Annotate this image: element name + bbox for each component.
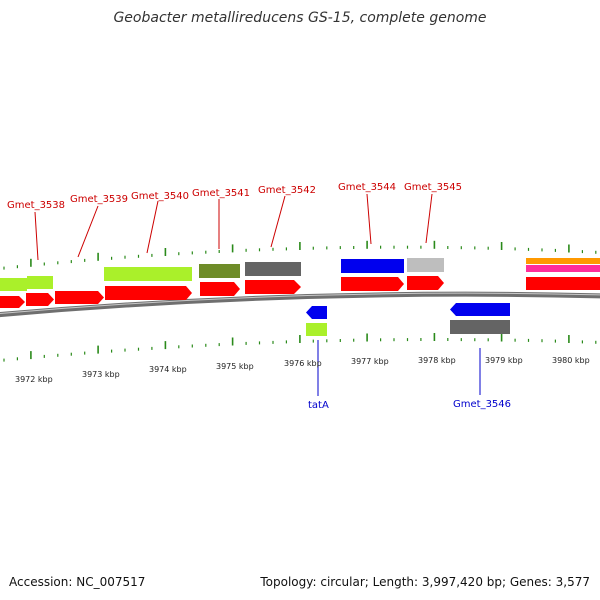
gene-label-gmet-3544[interactable]: Gmet_3544 bbox=[338, 182, 396, 193]
gene-feature-blue[interactable] bbox=[341, 259, 404, 273]
scale-label: 3974 kbp bbox=[149, 365, 187, 374]
map-title: Geobacter metallireducens GS-15, complet… bbox=[113, 10, 486, 26]
gene-label-gmet-3542[interactable]: Gmet_3542 bbox=[258, 185, 316, 196]
reverse-ticks bbox=[3, 333, 597, 362]
gene-label-gmet-3541[interactable]: Gmet_3541 bbox=[192, 188, 250, 199]
gene-label-gmet-3538[interactable]: Gmet_3538 bbox=[7, 200, 65, 211]
cds-arrow-forward[interactable] bbox=[55, 291, 104, 304]
scale-labels: 3972 kbp 3973 kbp 3974 kbp 3975 kbp 3976… bbox=[15, 356, 590, 384]
forward-ticks bbox=[3, 240, 597, 270]
label-leader-line bbox=[366, 193, 372, 245]
gene-feature-olive[interactable] bbox=[199, 264, 240, 278]
gene-label-gmet-3545[interactable]: Gmet_3545 bbox=[404, 182, 462, 193]
scale-label: 3977 kbp bbox=[351, 357, 389, 366]
cds-arrow-forward[interactable] bbox=[245, 280, 301, 294]
scale-label: 3979 kbp bbox=[485, 356, 523, 365]
gene-feature-lime[interactable] bbox=[104, 267, 192, 281]
label-leader-line bbox=[77, 205, 99, 258]
accession-label: Accession: NC_007517 bbox=[9, 575, 145, 589]
cds-arrow-forward[interactable] bbox=[526, 277, 600, 290]
cds-arrow-forward[interactable] bbox=[0, 296, 25, 308]
gene-feature-pink[interactable] bbox=[526, 265, 600, 272]
gene-label-gmet-3546[interactable]: Gmet_3546 bbox=[453, 399, 511, 410]
genome-summary: Topology: circular; Length: 3,997,420 bp… bbox=[259, 575, 590, 589]
gene-feature-lime[interactable] bbox=[0, 278, 27, 291]
gene-feature-darkgray[interactable] bbox=[450, 320, 510, 334]
gene-feature-orange[interactable] bbox=[526, 258, 600, 264]
reverse-gene-row bbox=[306, 303, 510, 336]
cds-arrow-forward[interactable] bbox=[407, 276, 444, 290]
forward-cds-row bbox=[0, 276, 600, 308]
cds-arrow-forward[interactable] bbox=[105, 286, 192, 300]
scale-label: 3976 kbp bbox=[284, 359, 322, 368]
scale-label: 3980 kbp bbox=[552, 356, 590, 365]
gene-label-gmet-3540[interactable]: Gmet_3540 bbox=[131, 191, 189, 202]
genome-backbone-highlight bbox=[0, 292, 600, 315]
gene-feature-darkgray[interactable] bbox=[245, 262, 301, 276]
label-leader-line bbox=[425, 193, 433, 244]
scale-label: 3978 kbp bbox=[418, 356, 456, 365]
forward-gene-row bbox=[0, 258, 600, 291]
cds-arrow-reverse[interactable] bbox=[450, 303, 510, 316]
label-leader-line bbox=[146, 200, 159, 254]
gene-feature-lime[interactable] bbox=[306, 323, 327, 336]
genome-backbone bbox=[0, 291, 600, 318]
gene-feature-lightgray[interactable] bbox=[407, 258, 444, 272]
gene-label-gmet-3539[interactable]: Gmet_3539 bbox=[70, 194, 128, 205]
scale-label: 3973 kbp bbox=[82, 370, 120, 379]
cds-arrow-reverse[interactable] bbox=[306, 306, 327, 319]
cds-arrow-forward[interactable] bbox=[26, 293, 54, 306]
cds-arrow-forward[interactable] bbox=[200, 282, 240, 296]
gene-feature-lime[interactable] bbox=[27, 276, 53, 289]
gene-map: Gmet_3538 Gmet_3539 Gmet_3540 Gmet_3541 … bbox=[0, 182, 600, 411]
label-leader-line bbox=[270, 195, 286, 248]
reverse-gene-labels: tatA Gmet_3546 bbox=[308, 340, 511, 411]
label-leader-line bbox=[34, 211, 39, 261]
cds-arrow-forward[interactable] bbox=[341, 277, 404, 291]
scale-label: 3972 kbp bbox=[15, 375, 53, 384]
forward-gene-labels: Gmet_3538 Gmet_3539 Gmet_3540 Gmet_3541 … bbox=[7, 182, 462, 261]
scale-label: 3975 kbp bbox=[216, 362, 254, 371]
gene-label-tata[interactable]: tatA bbox=[308, 400, 329, 411]
